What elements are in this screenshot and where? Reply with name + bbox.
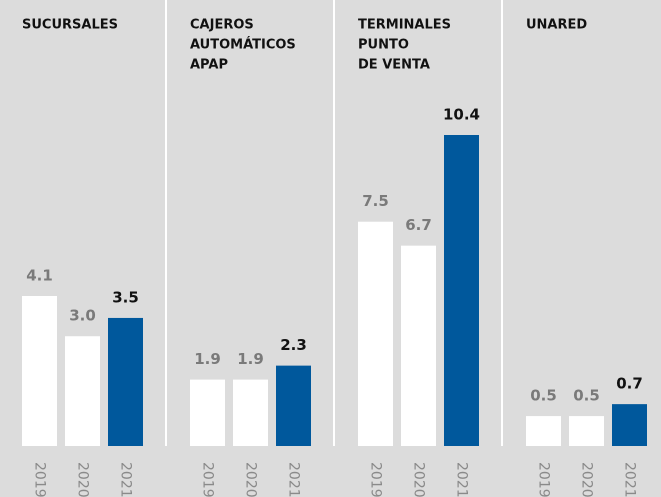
value-label: 3.0 <box>69 307 96 325</box>
value-label: 10.4 <box>443 106 480 124</box>
category-label: 2020 <box>243 462 259 497</box>
category-label: 2019 <box>368 462 384 497</box>
category-label: 2021 <box>286 462 302 497</box>
category-label: 2021 <box>454 462 470 497</box>
value-label: 2.3 <box>280 336 307 354</box>
bar <box>526 416 561 446</box>
panel-title: CAJEROS <box>190 18 254 33</box>
bar <box>444 135 479 446</box>
category-label: 2020 <box>411 462 427 497</box>
category-label: 2019 <box>32 462 48 497</box>
value-label: 6.7 <box>405 216 432 234</box>
panel-title: APAP <box>190 58 228 73</box>
panel-title: UNARED <box>526 18 587 33</box>
value-label: 0.5 <box>573 387 600 405</box>
bar <box>65 336 100 446</box>
bar <box>358 221 393 446</box>
bar <box>612 404 647 446</box>
value-label: 1.9 <box>194 350 221 368</box>
category-label: 2019 <box>200 462 216 497</box>
panel-title: PUNTO <box>358 38 409 53</box>
bar <box>233 379 268 446</box>
category-label: 2020 <box>579 462 595 497</box>
bar <box>22 295 57 446</box>
value-label: 0.7 <box>616 375 643 393</box>
bar <box>108 317 143 446</box>
bar <box>401 245 436 446</box>
panel-title: AUTOMÁTICOS <box>190 37 296 53</box>
category-label: 2021 <box>118 462 134 497</box>
panel-title: TERMINALES <box>358 18 451 33</box>
panel-title: DE VENTA <box>358 58 430 73</box>
bar <box>276 365 311 446</box>
panel-title: SUCURSALES <box>22 18 118 33</box>
value-label: 3.5 <box>112 288 139 306</box>
bar <box>190 379 225 446</box>
value-label: 1.9 <box>237 350 264 368</box>
bar <box>569 416 604 446</box>
value-label: 4.1 <box>26 266 53 284</box>
category-label: 2021 <box>622 462 638 497</box>
category-label: 2020 <box>75 462 91 497</box>
value-label: 0.5 <box>530 387 557 405</box>
category-label: 2019 <box>536 462 552 497</box>
value-label: 7.5 <box>362 192 389 210</box>
